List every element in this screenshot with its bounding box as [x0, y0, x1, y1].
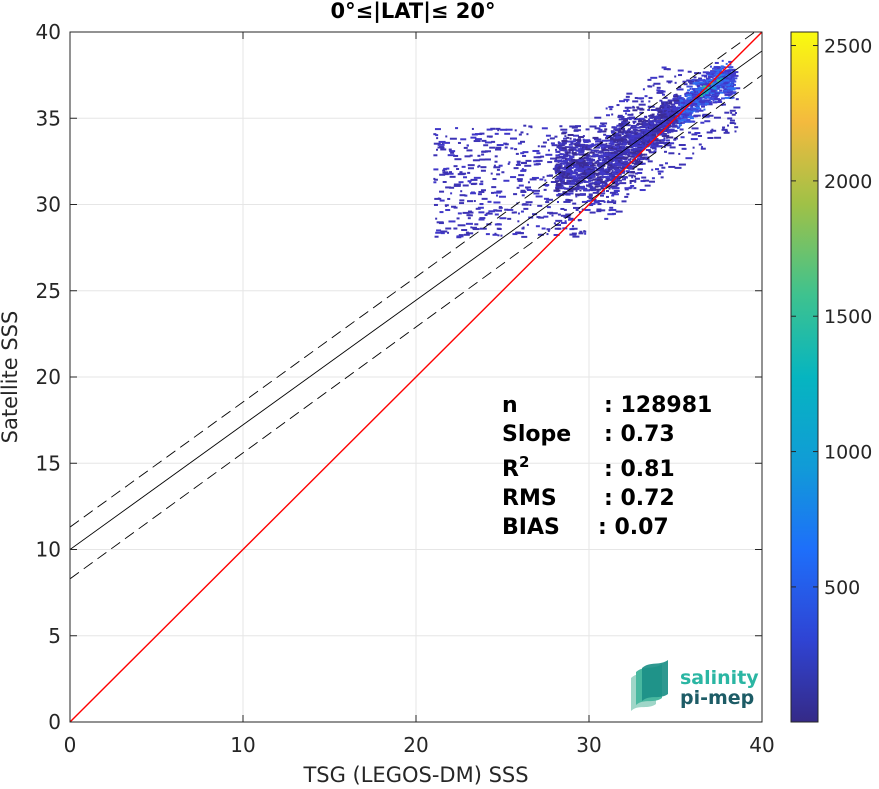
colorbar-tick-label: 2500	[824, 36, 872, 58]
x-tick-label: 0	[64, 733, 77, 757]
y-tick-label: 20	[36, 365, 61, 389]
y-axis-label: Satellite SSS	[0, 311, 22, 444]
x-tick-label: 40	[749, 733, 774, 757]
colorbar	[790, 31, 819, 723]
y-tick-label: 0	[48, 710, 61, 734]
stat-value: : 0.07	[598, 515, 669, 540]
regression-lower-line	[70, 74, 762, 580]
regression-upper-line	[70, 32, 756, 528]
x-axis: 0 10 20 30 40	[64, 32, 775, 757]
logo-wave-icon	[631, 660, 668, 711]
y-tick-label: 25	[36, 279, 61, 303]
stat-label: BIAS	[502, 515, 560, 540]
x-tick-label: 20	[403, 733, 428, 757]
one-to-one-line	[70, 32, 762, 722]
stat-value: : 0.73	[604, 422, 675, 447]
stat-value: : 0.72	[604, 486, 675, 511]
salinity-logo: salinity pi-mep	[631, 660, 759, 711]
y-axis: 0 5 10 15 20 25 30 35 40	[36, 20, 762, 734]
fit-lines	[70, 32, 762, 722]
colorbar-tick-label: 2000	[824, 171, 872, 193]
colorbar-tick-label: 500	[824, 577, 860, 599]
y-tick-label: 35	[36, 106, 61, 130]
y-tick-label: 15	[36, 451, 61, 475]
chart-title: 0°≤|LAT|≤ 20°	[330, 0, 495, 24]
logo-line2: pi-mep	[680, 687, 754, 709]
colorbar-ticks: 500 1000 1500 2000 2500	[791, 36, 872, 599]
stat-label: R2	[502, 453, 529, 482]
y-tick-label: 40	[36, 20, 61, 44]
stat-label: RMS	[502, 486, 557, 511]
x-axis-label: TSG (LEGOS-DM) SSS	[302, 763, 528, 787]
y-tick-label: 30	[36, 193, 61, 217]
x-tick-label: 30	[576, 733, 601, 757]
stat-value: : 0.81	[604, 457, 675, 482]
stat-label: n	[502, 393, 518, 418]
y-tick-label: 10	[36, 538, 61, 562]
stat-label: Slope	[502, 422, 571, 447]
stat-label-superscript: 2	[519, 453, 529, 471]
stat-value: : 128981	[604, 393, 712, 418]
density-cloud	[433, 59, 741, 239]
logo-line1: salinity	[680, 667, 759, 689]
colorbar-tick-label: 1000	[824, 442, 872, 464]
stats-box: n : 128981 Slope : 0.73 R2 : 0.81 RMS : 0.72 BIA…	[502, 393, 712, 540]
y-tick-label: 5	[48, 624, 61, 648]
regression-line	[70, 50, 762, 550]
colorbar-tick-label: 1500	[824, 306, 872, 328]
x-tick-label: 10	[230, 733, 255, 757]
